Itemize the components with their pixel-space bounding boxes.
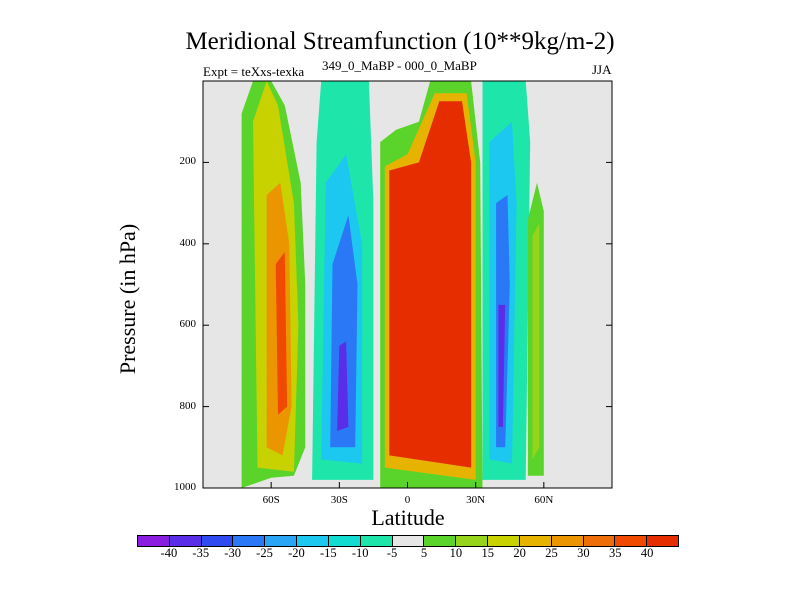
- season-label: JJA: [592, 62, 612, 77]
- colorbar-swatch: [424, 536, 457, 546]
- colorbar-swatch: [392, 536, 425, 546]
- y-tick-label: 200: [179, 155, 197, 168]
- colorbar-swatch: [647, 536, 679, 546]
- colorbar-label: -10: [351, 546, 369, 560]
- colorbar-label: -5: [386, 546, 398, 560]
- colorbar-swatch: [233, 536, 266, 546]
- y-tick-label: 600: [179, 318, 197, 331]
- experiment-label: Expt = teXxs-texka: [203, 64, 305, 79]
- colorbar-swatch: [265, 536, 298, 546]
- colorbar: [137, 535, 679, 547]
- x-tick-label: 30N: [466, 494, 486, 506]
- colorbar-swatch: [583, 536, 616, 546]
- y-tick-label: 800: [179, 399, 197, 412]
- colorbar-swatch: [297, 536, 329, 546]
- chart-title: Meridional Streamfunction (10**9kg/m-2): [185, 28, 615, 55]
- x-axis-label: Latitude: [371, 505, 445, 530]
- colorbar-label: 35: [608, 546, 622, 560]
- colorbar-label: 15: [481, 546, 494, 560]
- colorbar-label: -40: [160, 546, 178, 560]
- colorbar-label: 30: [577, 546, 590, 560]
- colorbar-swatch: [456, 536, 489, 546]
- colorbar-label: 40: [640, 546, 654, 560]
- x-tick-label: 0: [404, 494, 411, 506]
- colorbar-label: -15: [319, 546, 337, 560]
- x-tick-label: 30S: [330, 494, 348, 506]
- contour-region-3-3: [498, 304, 506, 427]
- contour-region-0-3: [275, 251, 288, 415]
- colorbar-label: 25: [545, 546, 558, 560]
- y-axis-label: Pressure (in hPa): [115, 223, 140, 375]
- colorbar-label: 5: [420, 546, 428, 560]
- colorbar-swatch: [201, 536, 234, 546]
- period-label: 349_0_MaBP - 000_0_MaBP: [322, 58, 477, 73]
- x-tick-label: 60S: [262, 494, 280, 506]
- colorbar-label: -20: [288, 546, 305, 560]
- colorbar-swatch: [615, 536, 648, 546]
- y-tick-label: 400: [179, 236, 197, 249]
- colorbar-label: -35: [192, 546, 210, 560]
- contour-region-1-2: [330, 215, 358, 448]
- colorbar-swatch: [360, 536, 393, 546]
- colorbar-label: 20: [513, 546, 526, 560]
- colorbar-swatch: [169, 536, 202, 546]
- colorbar-swatch: [551, 536, 584, 546]
- colorbar-swatch: [519, 536, 552, 546]
- colorbar-label: -25: [256, 546, 273, 560]
- colorbar-swatch: [138, 536, 170, 546]
- x-tick-label: 60N: [534, 494, 554, 506]
- y-tick-label: 1000: [174, 481, 196, 493]
- contour-region-4-1: [532, 223, 540, 460]
- colorbar-swatch: [488, 536, 520, 546]
- colorbar-swatch: [328, 536, 361, 546]
- contour-region-2-2: [389, 101, 472, 468]
- contour-region-1-3: [337, 341, 349, 431]
- colorbar-label: 10: [449, 546, 463, 560]
- colorbar-label: -30: [224, 546, 241, 560]
